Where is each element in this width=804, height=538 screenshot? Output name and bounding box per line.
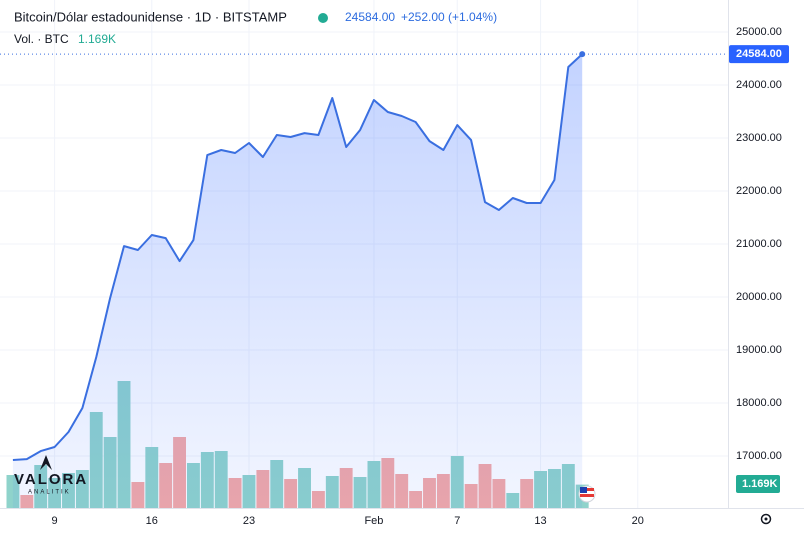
logo-title: VALORA [14,471,88,488]
y-tick-label: 24000.00 [736,79,782,91]
volume-last-box [736,475,780,493]
y-tick-label: 18000.00 [736,397,782,409]
x-tick-label: 20 [632,515,644,527]
x-tick-label: Feb [364,515,383,527]
y-tick-label: 17000.00 [736,450,782,462]
x-tick-label: 23 [243,515,255,527]
price [12,53,583,508]
flag-icon[interactable] [578,485,596,503]
price-change: +252.00 (+1.04%) [401,10,497,24]
y-tick-label: 25000.00 [736,26,782,38]
y-tick-label: 22000.00 [736,185,782,197]
last-point [579,51,586,58]
volume-title: Vol. · BTC [14,32,69,46]
chart-title: Bitcoin/Dólar estadounidense · 1D · BITS… [14,9,287,24]
watermark: VALORA ANALITIK [14,455,88,496]
y-tick-label: 21000.00 [736,238,782,250]
logo-subtitle: ANALITIK [28,490,71,496]
settings-icon[interactable] [760,513,772,525]
volume-last-label: 1.169K [742,478,778,490]
last-price-label: 24584.00 [736,48,782,60]
y-tick-label: 20000.00 [736,291,782,303]
x-tick-label: 7 [454,515,460,527]
x-tick-label: 13 [534,515,546,527]
last-price-box [729,45,789,64]
logo-icon [40,455,52,470]
last-price: 24584.00 [345,10,395,24]
price-area [12,54,583,508]
x-tick-label: 16 [146,515,158,527]
volume-last: 1.169K [78,32,116,46]
overlay [0,51,728,58]
x-tick-label: 9 [52,515,58,527]
y-tick-label: 19000.00 [736,344,782,356]
y-tick-label: 23000.00 [736,132,782,144]
status-dot [318,13,328,23]
price-line [12,53,583,461]
